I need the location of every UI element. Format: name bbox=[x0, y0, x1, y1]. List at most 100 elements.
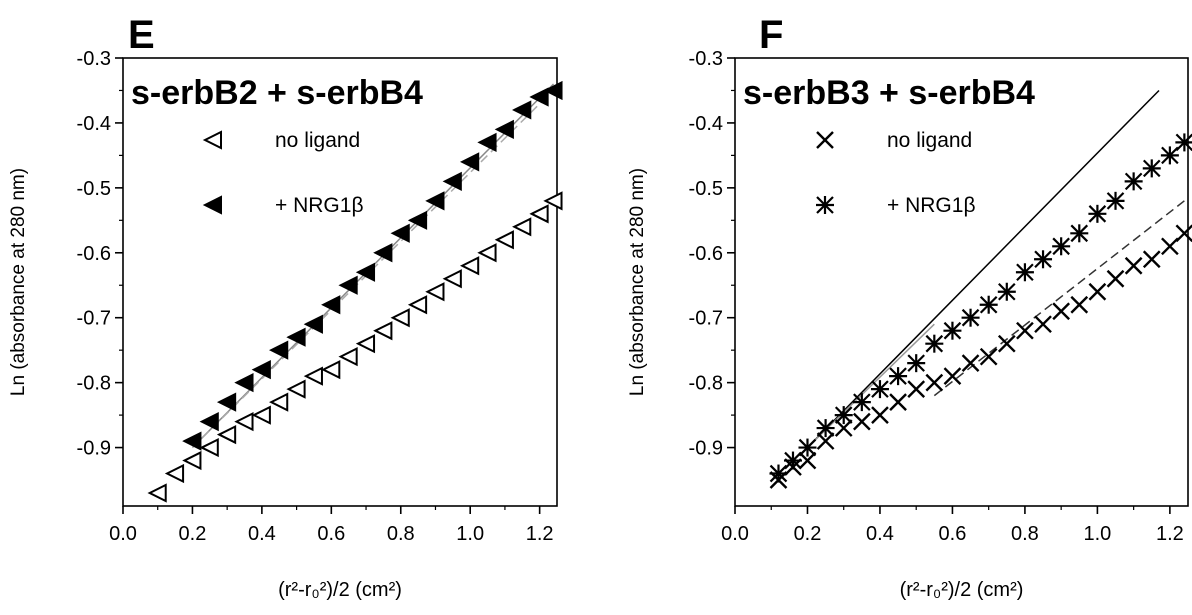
data-point bbox=[1052, 302, 1071, 321]
x-tick-label: 1.0 bbox=[1083, 523, 1111, 545]
fit-line bbox=[806, 89, 1160, 449]
data-point bbox=[407, 295, 428, 315]
panel-e: E -0.9 -0.8 -0.7 -0.6 -0.5 -0.4 -0.3 0.0 0.2 0.4 0… bbox=[8, 13, 563, 601]
y-tick-label: -0.3 bbox=[77, 48, 111, 70]
data-point bbox=[459, 152, 480, 172]
data-point bbox=[251, 405, 271, 425]
data-point bbox=[425, 282, 445, 302]
data-point bbox=[1161, 237, 1179, 256]
data-point bbox=[1124, 256, 1143, 275]
plot-area-e: -0.9 -0.8 -0.7 -0.6 -0.5 -0.4 -0.3 0.0 0.2 0.4 0.6… bbox=[8, 48, 563, 601]
panel-f: F -0.9 -0.8 -0.7 -0.6 -0.5 -0.4 -0.3 0.0 0.2 0.4 0… bbox=[627, 13, 1192, 601]
data-point bbox=[338, 347, 358, 367]
data-point bbox=[543, 191, 563, 211]
data-point bbox=[286, 379, 306, 399]
legend-marker bbox=[202, 130, 222, 150]
data-point bbox=[979, 347, 998, 366]
data-point bbox=[477, 132, 497, 153]
axes-frame bbox=[122, 57, 558, 507]
data-point bbox=[512, 217, 532, 237]
data-point bbox=[816, 432, 835, 450]
data-point bbox=[234, 373, 254, 393]
data-point bbox=[373, 321, 393, 341]
x-tick-label: 0.8 bbox=[387, 523, 415, 545]
data-point bbox=[425, 191, 445, 211]
data-point bbox=[529, 204, 549, 224]
data-point bbox=[512, 100, 532, 120]
data-point bbox=[1034, 250, 1053, 269]
data-point bbox=[1175, 224, 1192, 243]
x-tick-label: 0.4 bbox=[866, 523, 894, 545]
data-point bbox=[1124, 172, 1143, 191]
data-point bbox=[164, 463, 185, 484]
data-point bbox=[943, 321, 962, 340]
data-point bbox=[870, 380, 889, 399]
x-tick-label: 1.2 bbox=[1156, 523, 1184, 545]
data-point bbox=[1106, 191, 1125, 210]
data-point bbox=[216, 392, 237, 412]
y-tick-label: -0.7 bbox=[689, 308, 723, 330]
y-tick-label: -0.3 bbox=[689, 48, 723, 70]
data-point bbox=[979, 295, 998, 314]
data-point bbox=[1052, 237, 1071, 256]
data-point bbox=[251, 360, 271, 380]
plot-area-f: -0.9 -0.8 -0.7 -0.6 -0.5 -0.4 -0.3 0.0 0.2 0.4 0.6… bbox=[627, 48, 1192, 601]
data-point bbox=[286, 327, 306, 347]
data-point bbox=[407, 210, 428, 230]
data-point bbox=[852, 393, 871, 412]
x-tick-label: 0.0 bbox=[109, 523, 137, 545]
data-point bbox=[852, 412, 871, 431]
data-point bbox=[390, 308, 410, 328]
x-tick-label: 0.2 bbox=[179, 523, 207, 545]
data-point bbox=[783, 451, 802, 470]
data-point bbox=[798, 438, 817, 457]
data-point bbox=[355, 262, 376, 282]
y-tick-label: -0.9 bbox=[689, 438, 723, 460]
legend-marker bbox=[816, 196, 834, 214]
y-tick-label: -0.8 bbox=[77, 373, 111, 395]
data-point bbox=[321, 360, 341, 380]
data-point bbox=[182, 431, 202, 451]
data-point bbox=[1088, 282, 1107, 301]
data-point bbox=[925, 334, 944, 353]
data-point bbox=[889, 393, 907, 411]
fit-line bbox=[933, 200, 1185, 397]
data-point bbox=[834, 406, 853, 425]
x-tick-label: 0.6 bbox=[317, 523, 345, 545]
legend-label: no ligand bbox=[275, 129, 360, 152]
data-point bbox=[216, 424, 237, 445]
panel-letter-f: F bbox=[759, 13, 783, 57]
data-point bbox=[816, 419, 835, 438]
data-point bbox=[834, 419, 853, 437]
data-point bbox=[961, 354, 980, 373]
data-point bbox=[303, 366, 323, 386]
data-point bbox=[338, 275, 358, 295]
x-tick-label: 0.8 bbox=[1011, 523, 1039, 545]
data-point bbox=[442, 269, 462, 289]
data-point bbox=[1015, 263, 1034, 282]
data-point bbox=[907, 354, 926, 373]
data-point bbox=[373, 243, 393, 263]
data-point bbox=[543, 80, 563, 101]
data-point bbox=[1016, 321, 1034, 340]
plot-title: s-erbB3 + s-erbB4 bbox=[743, 74, 1035, 112]
data-point bbox=[1034, 315, 1052, 334]
y-tick-label: -0.8 bbox=[689, 373, 723, 395]
data-point bbox=[871, 406, 889, 424]
y-tick-label: -0.7 bbox=[77, 308, 111, 330]
data-point bbox=[269, 340, 289, 360]
data-point bbox=[1070, 295, 1089, 314]
legend-marker bbox=[816, 131, 834, 149]
data-point bbox=[529, 87, 549, 107]
data-point bbox=[321, 295, 341, 315]
data-point bbox=[1142, 159, 1161, 178]
data-point bbox=[925, 373, 944, 392]
y-tick-label: -0.5 bbox=[689, 178, 723, 200]
data-point bbox=[997, 282, 1016, 301]
y-axis-label: Ln (absorbance at 280 nm) bbox=[8, 168, 29, 396]
y-tick-label: -0.5 bbox=[77, 178, 111, 200]
y-tick-label: -0.4 bbox=[77, 113, 111, 135]
data-point bbox=[769, 464, 788, 483]
data-point bbox=[798, 451, 817, 470]
data-point bbox=[442, 171, 462, 191]
